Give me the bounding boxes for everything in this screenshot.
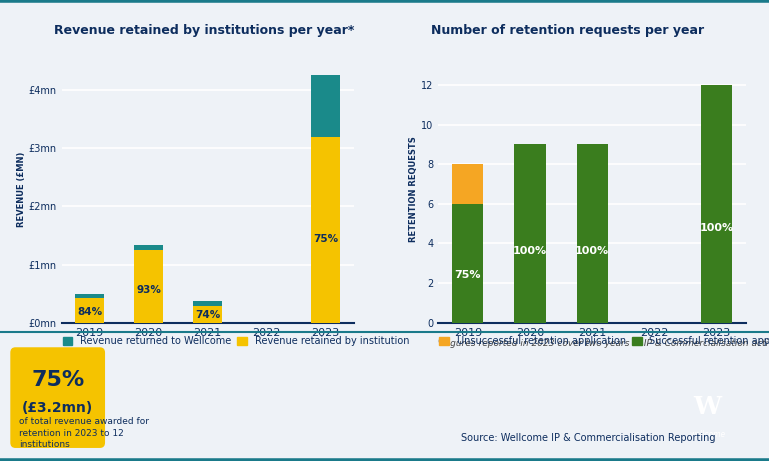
Text: Revenue retained by institutions per year*: Revenue retained by institutions per yea… [54, 24, 355, 37]
Legend: Revenue returned to Wellcome, Revenue retained by institution: Revenue returned to Wellcome, Revenue re… [58, 332, 413, 350]
Text: 75%: 75% [31, 370, 85, 390]
Bar [75, 298, 105, 323]
Y-axis label: REVENUE (£MN): REVENUE (£MN) [17, 151, 25, 227]
Text: 100%: 100% [575, 246, 609, 256]
FancyBboxPatch shape [10, 347, 105, 448]
Text: wellcome: wellcome [689, 430, 726, 439]
Text: 100%: 100% [699, 223, 734, 233]
Text: Number of retention requests per year: Number of retention requests per year [431, 24, 704, 37]
Text: of total revenue awarded for
retention in 2023 to 12
institutions: of total revenue awarded for retention i… [19, 417, 149, 449]
Text: (£3.2mn): (£3.2mn) [22, 402, 93, 415]
Text: 100%: 100% [513, 246, 547, 256]
Text: 93%: 93% [136, 285, 161, 295]
Bar [75, 294, 105, 298]
Bar [577, 144, 608, 323]
Bar [701, 85, 732, 323]
Text: 74%: 74% [195, 310, 220, 320]
Text: 84%: 84% [77, 307, 102, 317]
Bar [134, 250, 163, 323]
Bar [311, 137, 341, 323]
Legend: Unsuccessful retention application, Successful retention application: Unsuccessful retention application, Succ… [435, 332, 769, 350]
Bar [452, 204, 484, 323]
Y-axis label: RETENTION REQUESTS: RETENTION REQUESTS [409, 136, 418, 242]
Bar [193, 301, 222, 307]
Text: *Figures reported in 2023 cover two years of IP & Commercialisation activities.: *Figures reported in 2023 cover two year… [438, 339, 769, 348]
Text: 75%: 75% [313, 234, 338, 244]
Bar [452, 164, 484, 204]
Bar [193, 307, 222, 323]
Text: 75%: 75% [454, 270, 481, 280]
Bar [311, 75, 341, 137]
Text: W: W [694, 395, 721, 419]
Bar [134, 245, 163, 250]
Bar [514, 144, 545, 323]
Text: Source: Wellcome IP & Commercialisation Reporting: Source: Wellcome IP & Commercialisation … [461, 432, 716, 443]
